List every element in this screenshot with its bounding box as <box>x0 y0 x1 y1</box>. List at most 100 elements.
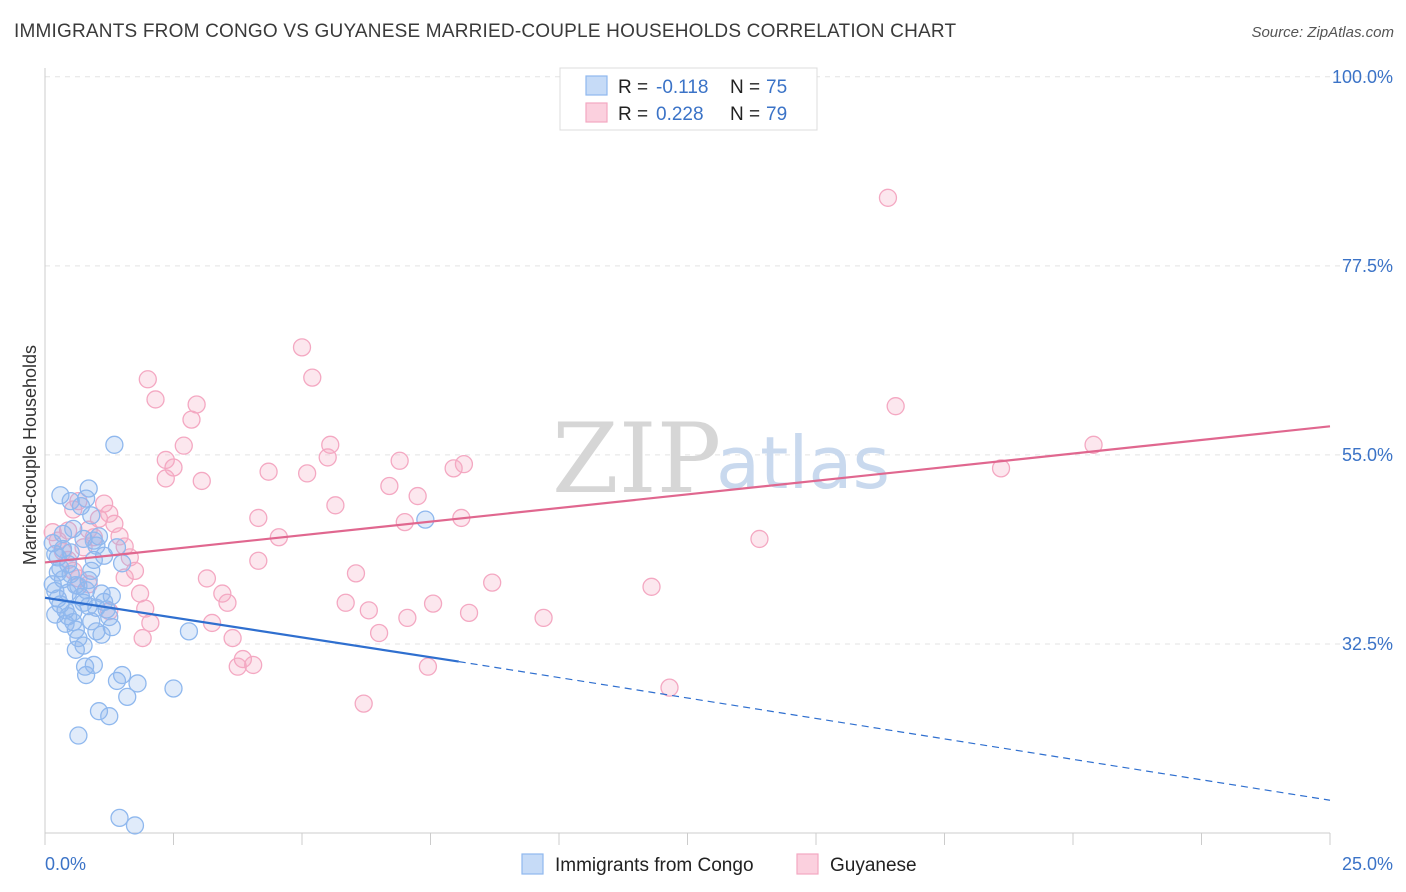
congo-point-56 <box>416 510 435 529</box>
guyanese-point-40 <box>223 628 242 648</box>
congo-point-31 <box>61 491 80 511</box>
guyanese-point-68 <box>454 454 474 474</box>
guyanese-point-76 <box>991 459 1011 478</box>
guyanese-point-34 <box>187 395 206 414</box>
guyanese-point-47 <box>249 551 268 570</box>
bottom-legend-swatch-guyanese <box>796 853 819 875</box>
y-tick-label-2: 77.5% <box>1342 256 1393 276</box>
guyanese-point-64 <box>444 459 463 478</box>
guyanese-point-74 <box>878 188 898 207</box>
congo-point-49 <box>164 679 183 698</box>
guyanese-point-10 <box>94 494 114 513</box>
guyanese-point-35 <box>192 471 211 491</box>
guyanese-point-71 <box>642 577 661 596</box>
congo-point-0 <box>43 533 62 553</box>
y-tick-labels: 32.5% 55.0% 77.5% 100.0% <box>1332 67 1393 654</box>
guyanese-point-42 <box>244 655 263 675</box>
x-tick-labels: 0.0% 25.0% <box>45 854 1393 874</box>
guyanese-point-62 <box>408 486 427 506</box>
guyanese-point-43 <box>228 657 247 676</box>
guyanese-point-56 <box>359 601 378 620</box>
congo-point-63 <box>102 586 121 606</box>
guyanese-point-54 <box>336 593 355 612</box>
guyanese-point-19 <box>141 613 160 633</box>
guyanese-point-29 <box>156 450 175 470</box>
bottom-legend: Immigrants from Congo Guyanese <box>521 853 917 876</box>
legend-n-value-2: 79 <box>766 104 787 125</box>
guyanese-point-25 <box>115 568 134 587</box>
guyanese-point-17 <box>130 584 150 603</box>
congo-point-68 <box>87 598 106 617</box>
guyanese-point-13 <box>110 527 129 546</box>
congo-point-44 <box>84 655 103 675</box>
guyanese-point-57 <box>369 623 389 643</box>
congo-point-73 <box>84 531 103 550</box>
guyanese-point-70 <box>534 608 553 628</box>
congo-point-52 <box>69 726 88 745</box>
source-label: Source: ZipAtlas.com <box>1251 24 1394 41</box>
legend-r-label-1: R = <box>618 77 648 98</box>
y-tick-label-1: 55.0% <box>1342 445 1393 465</box>
legend-r-label-2: R = <box>618 104 648 125</box>
congo-trend-line-extension <box>458 661 1331 801</box>
congo-point-45 <box>107 671 127 691</box>
x-tick-label-0: 0.0% <box>45 854 86 874</box>
guyanese-point-58 <box>380 476 399 496</box>
congo-point-17 <box>82 561 101 581</box>
legend-n-label-2: N = <box>730 104 760 125</box>
guyanese-point-61 <box>398 608 417 628</box>
congo-point-41 <box>74 636 93 655</box>
data-points <box>43 188 1103 835</box>
legend-r-value-1: -0.118 <box>656 77 708 98</box>
guyanese-point-32 <box>174 436 193 455</box>
congo-point-54 <box>125 816 145 835</box>
trend-lines <box>44 425 1331 801</box>
y-tick-label-3: 100.0% <box>1332 67 1393 87</box>
guyanese-point-28 <box>146 390 165 409</box>
guyanese-point-72 <box>660 678 679 697</box>
guyanese-point-60 <box>395 512 414 532</box>
congo-point-33 <box>82 506 101 525</box>
legend: R = -0.118 N = 75 R = 0.228 N = 79 <box>559 67 818 131</box>
congo-point-66 <box>69 576 88 596</box>
congo-point-55 <box>105 435 124 454</box>
legend-n-value-1: 75 <box>766 77 787 98</box>
congo-point-60 <box>64 602 83 622</box>
y-axis-label: Married-couple Households <box>20 345 40 565</box>
guyanese-point-73 <box>750 529 769 549</box>
guyanese-point-55 <box>346 564 366 583</box>
congo-point-62 <box>92 625 111 644</box>
guyanese-point-31 <box>164 458 183 477</box>
watermark-atlas: atlas <box>716 421 890 505</box>
congo-point-57 <box>179 622 199 641</box>
chart-title: IMMIGRANTS FROM CONGO VS GUYANESE MARRIE… <box>14 21 957 42</box>
guyanese-point-11 <box>100 504 119 523</box>
congo-trend-line <box>44 596 459 663</box>
legend-n-label-1: N = <box>730 77 760 98</box>
guyanese-point-50 <box>303 368 322 387</box>
watermark-zip: ZIP <box>552 403 721 515</box>
congo-point-30 <box>51 486 70 505</box>
legend-r-value-2: 0.228 <box>656 104 704 125</box>
x-tick-label-1: 25.0% <box>1342 854 1393 874</box>
guyanese-point-66 <box>459 603 479 623</box>
congo-point-61 <box>82 612 101 631</box>
congo-point-58 <box>46 605 65 624</box>
bottom-legend-label-congo: Immigrants from Congo <box>555 855 754 876</box>
congo-point-53 <box>110 808 129 828</box>
congo-point-74 <box>61 543 80 562</box>
congo-point-47 <box>118 687 137 707</box>
guyanese-point-67 <box>418 657 438 676</box>
congo-point-37 <box>112 554 132 573</box>
congo-point-48 <box>128 674 147 693</box>
guyanese-point-44 <box>249 508 268 528</box>
congo-point-35 <box>79 479 98 498</box>
guyanese-point-26 <box>133 628 152 648</box>
guyanese-point-48 <box>292 338 312 357</box>
guyanese-point-36 <box>197 569 217 588</box>
congo-point-39 <box>87 622 106 641</box>
guyanese-point-77 <box>1084 435 1103 454</box>
congo-point-46 <box>112 665 132 685</box>
guyanese-point-45 <box>259 462 278 481</box>
